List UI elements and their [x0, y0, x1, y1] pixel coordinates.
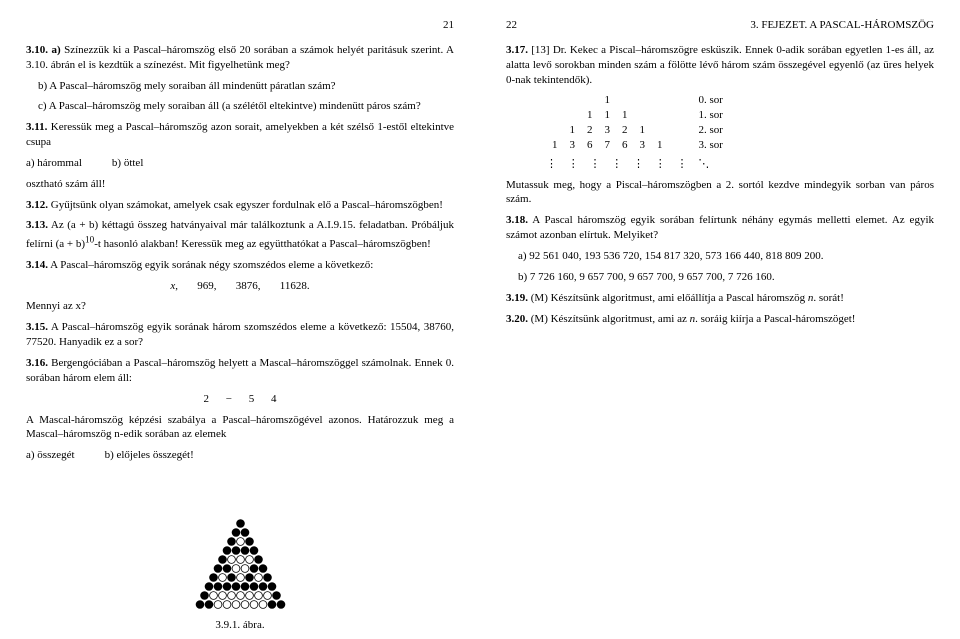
- problem-3-18b: b) 7 726 160, 9 657 700, 9 657 700, 9 65…: [506, 270, 934, 285]
- problem-3-10c: c) A Pascal–háromszög mely soraiban áll …: [26, 99, 454, 114]
- label-3-18: 3.18.: [506, 214, 528, 226]
- problem-3-16-options: a) összegét b) előjeles összegét!: [26, 448, 454, 463]
- problem-3-15: 3.15. A Pascal–háromszög egyik sorának h…: [26, 320, 454, 350]
- text-3-18: A Pascal háromszög egyik sorában felírtu…: [506, 214, 934, 241]
- figure-wrap: 3.9.1. ábra.: [0, 517, 480, 633]
- label-3-12: 3.12.: [26, 199, 48, 211]
- text-3-14: A Pascal–háromszög egyik sorának négy sz…: [50, 259, 373, 271]
- problem-3-14q: Mennyi az x?: [26, 299, 454, 314]
- problem-3-11-end: osztható szám áll!: [26, 177, 454, 192]
- problem-3-10b: b) A Pascal–háromszög mely soraiban áll …: [26, 79, 454, 94]
- piscal-triangle-table: 10. sor1111. sor123212. sor13676313. sor: [546, 93, 729, 152]
- problem-3-16b: A Mascal-háromszög képzési szabálya a Pa…: [26, 413, 454, 443]
- text-3-17: [13] Dr. Kekec a Piscal–háromszögre eskü…: [506, 44, 934, 86]
- text-3-16: Bergengóciában a Pascal–háromszög helyet…: [26, 357, 454, 384]
- opt-3-16a: a) összegét: [26, 448, 75, 463]
- label-3-11: 3.11.: [26, 121, 47, 133]
- label-3-20: 3.20.: [506, 313, 528, 325]
- opt-3-16b: b) előjeles összegét!: [105, 448, 194, 463]
- problem-3-12: 3.12. Gyűjtsünk olyan számokat, amelyek …: [26, 198, 454, 213]
- text-3-11: Keressük meg a Pascal–háromszög azon sor…: [26, 121, 454, 148]
- text-3-12: Gyűjtsünk olyan számokat, amelyek csak e…: [51, 199, 443, 211]
- text-3-10: Színezzük ki a Pascal–háromszög első 20 …: [26, 44, 454, 71]
- text-3-13: Az (a + b) kéttagú összeg hatványaival m…: [26, 219, 454, 250]
- problem-3-10: 3.10. a) Színezzük ki a Pascal–háromszög…: [26, 43, 454, 73]
- figure-caption: 3.9.1. ábra.: [0, 618, 480, 633]
- right-header: 22 3. FEJEZET. A PASCAL-HÁROMSZÖG: [506, 18, 934, 33]
- label-3-14: 3.14.: [26, 259, 48, 271]
- problem-3-17b: Mutassuk meg, hogy a Piscal–háromszögben…: [506, 178, 934, 208]
- label-3-10: 3.10. a): [26, 44, 61, 56]
- text-3-20: (M) Készítsünk algoritmust, ami az n. so…: [531, 313, 856, 325]
- problem-3-14: 3.14. A Pascal–háromszög egyik sorának n…: [26, 258, 454, 273]
- left-column: 21 3.10. a) Színezzük ki a Pascal–hároms…: [0, 0, 480, 639]
- pascal-parity-figure: [189, 517, 292, 611]
- problem-3-18: 3.18. A Pascal háromszög egyik sorában f…: [506, 213, 934, 243]
- right-column: 22 3. FEJEZET. A PASCAL-HÁROMSZÖG 3.17. …: [480, 0, 960, 639]
- label-3-16: 3.16.: [26, 357, 48, 369]
- problem-3-18a: a) 92 561 040, 193 536 720, 154 817 320,…: [506, 249, 934, 264]
- label-3-19: 3.19.: [506, 292, 528, 304]
- opt-3-11b: b) öttel: [112, 156, 143, 171]
- text-3-15: A Pascal–háromszög egyik sorának három s…: [26, 321, 454, 348]
- problem-3-14-row: x, 969, 3876, 11628.: [26, 279, 454, 294]
- problem-3-20: 3.20. (M) Készítsünk algoritmust, ami az…: [506, 312, 934, 327]
- problem-3-11: 3.11. Keressük meg a Pascal–háromszög az…: [26, 120, 454, 150]
- problem-3-19: 3.19. (M) Készítsünk algoritmust, ami el…: [506, 291, 934, 306]
- problem-3-16: 3.16. Bergengóciában a Pascal–háromszög …: [26, 356, 454, 386]
- piscal-dots: ⋮ ⋮ ⋮ ⋮ ⋮ ⋮ ⋮ ⋱: [546, 157, 934, 172]
- problem-3-16-row: 2 − 5 4: [26, 392, 454, 407]
- opt-3-11a: a) hárommal: [26, 156, 82, 171]
- page-number-22: 22: [506, 18, 517, 33]
- text-3-19: (M) Készítsünk algoritmust, ami előállít…: [531, 292, 844, 304]
- page-number-21: 21: [443, 18, 454, 33]
- label-3-13: 3.13.: [26, 219, 48, 231]
- chapter-header: 3. FEJEZET. A PASCAL-HÁROMSZÖG: [750, 18, 934, 33]
- label-3-15: 3.15.: [26, 321, 48, 333]
- problem-3-13: 3.13. Az (a + b) kéttagú összeg hatványa…: [26, 218, 454, 251]
- problem-3-17: 3.17. [13] Dr. Kekec a Piscal–háromszögr…: [506, 43, 934, 88]
- label-3-17: 3.17.: [506, 44, 528, 56]
- left-header: 21: [26, 18, 454, 33]
- problem-3-11-options: a) hárommal b) öttel: [26, 156, 454, 171]
